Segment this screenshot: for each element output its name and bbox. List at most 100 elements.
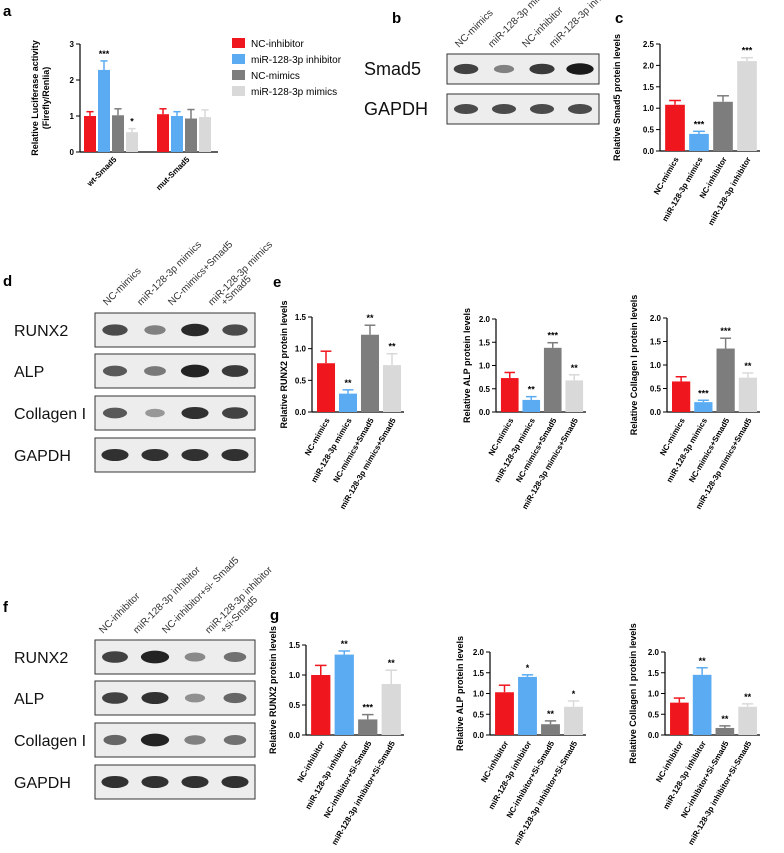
y-tick-label: 1.5 — [295, 313, 307, 322]
bar — [715, 727, 735, 735]
blot-row-label: Collagen I — [14, 733, 86, 750]
bar — [199, 117, 211, 152]
bar — [381, 684, 401, 735]
bar — [171, 116, 183, 152]
significance-label: ** — [388, 658, 396, 668]
blot-band — [184, 735, 206, 745]
y-tick-label: 2.0 — [473, 648, 485, 657]
significance-label: *** — [720, 326, 731, 336]
chart-e2: 0.0 0.5 1.0 1.5 2.0 Relative ALP protein leve… — [462, 308, 586, 511]
blot-band — [529, 104, 555, 114]
significance-label: ** — [699, 656, 707, 666]
blot-band — [567, 104, 593, 114]
significance-label: *** — [698, 388, 709, 398]
blot-band — [103, 734, 127, 746]
y-tick-label: 0 — [70, 148, 75, 157]
bar — [338, 393, 358, 412]
blot-band — [181, 448, 209, 462]
blot-band — [141, 775, 169, 789]
bar — [565, 380, 584, 412]
x-category-label: miR-128-3p inhibitor — [487, 740, 533, 811]
y-tick-label: 0.5 — [643, 126, 655, 135]
blot-band — [221, 448, 249, 462]
y-tick-label: 1.5 — [473, 669, 485, 678]
blot-band — [102, 692, 128, 704]
blot-band — [181, 406, 209, 420]
blot-band — [102, 365, 128, 377]
x-category-label: miR-128-3p mimics — [309, 416, 354, 484]
y-axis-title: Relative Collagen I protein levels — [628, 623, 638, 764]
y-tick-label: 1 — [70, 112, 75, 121]
legend-a: NC-inhibitor miR-128-3p inhibitor NC-mim… — [232, 38, 342, 98]
y-axis-title: Relative ALP protein levels — [462, 308, 472, 423]
y-tick-label: 1.0 — [648, 690, 660, 699]
blot-row-label: ALP — [14, 364, 44, 381]
bar — [382, 365, 402, 412]
blot-band — [141, 448, 169, 462]
y-tick-label: 0.5 — [289, 701, 301, 710]
blot-band — [181, 775, 209, 789]
bar — [358, 719, 378, 735]
bar — [738, 706, 757, 735]
legend-swatch-nc-inhibitor — [232, 38, 245, 48]
significance-label: *** — [99, 49, 110, 59]
y-tick-label: 1.0 — [650, 361, 662, 370]
blot-band — [144, 325, 166, 335]
significance-label: ** — [547, 709, 555, 719]
bar — [737, 61, 757, 152]
y-tick-label: 0.5 — [479, 385, 491, 394]
bar — [665, 104, 685, 151]
y-tick-label: 2.0 — [643, 61, 655, 70]
legend-swatch-mir-inhibitor — [232, 54, 245, 64]
y-tick-label: 1.5 — [289, 641, 301, 650]
bar — [541, 724, 560, 735]
y-axis-title-2: (Firefly/Renlia) — [41, 67, 51, 130]
blot-band — [102, 651, 128, 663]
panel-label-a: a — [3, 3, 12, 20]
y-tick-label: 2.0 — [650, 314, 662, 323]
y-axis-title: Relative Luciferase activity — [30, 40, 40, 156]
significance-label: ** — [721, 714, 729, 724]
y-tick-label: 0.0 — [289, 731, 301, 740]
y-tick-label: 0.5 — [650, 385, 662, 394]
bar — [185, 118, 197, 152]
blot-row-label: GAPDH — [14, 775, 71, 792]
x-category-label: mut-Smad5 — [154, 155, 192, 193]
significance-label: ** — [366, 313, 374, 323]
bar — [522, 399, 541, 412]
y-tick-label: 0.0 — [295, 408, 307, 417]
blot-band — [181, 323, 209, 337]
significance-label: *** — [362, 703, 373, 713]
y-tick-label: 1.0 — [643, 104, 655, 113]
bar — [500, 378, 519, 412]
blot-band — [184, 652, 206, 662]
panel-label-d: d — [3, 273, 12, 290]
chart-e1: 0.0 0.5 1.0 1.5 Relative RUNX2 protein level… — [279, 300, 404, 511]
significance-label: *** — [547, 331, 558, 341]
blot-band — [223, 692, 247, 704]
legend-label-nc-inhibitor: NC-inhibitor — [251, 39, 304, 50]
legend-label-mir-inhibitor: miR-128-3p inhibitor — [251, 55, 342, 66]
blot-band — [102, 324, 128, 336]
chart-c: 0.0 0.5 1.0 1.5 2.0 2.5 Relative Smad5 protein… — [612, 34, 760, 227]
blot-band — [101, 448, 129, 462]
y-tick-label: 0.0 — [473, 731, 485, 740]
chart-a: 0 1 2 3 Relative Luciferase activity (Firefly… — [30, 40, 218, 192]
y-axis-title: Relative RUNX2 protein levels — [268, 626, 278, 754]
y-axis-title: Relative RUNX2 protein levels — [279, 300, 289, 428]
y-tick-label: 2 — [70, 76, 75, 85]
blot-band — [101, 775, 129, 789]
y-tick-label: 0.0 — [648, 731, 660, 740]
y-tick-label: 1.0 — [473, 690, 485, 699]
x-category-label: wt-Smad5 — [85, 155, 119, 189]
chart-g3: 0.0 0.5 1.0 1.5 2.0 Relative Collagen I prote… — [628, 623, 760, 847]
bar — [518, 676, 537, 735]
significance-label: ** — [528, 385, 536, 395]
blot-band — [221, 365, 249, 377]
blot-band — [223, 735, 247, 745]
legend-label-nc-mimics: NC-mimics — [251, 71, 300, 82]
panel-label-g: g — [270, 607, 279, 624]
